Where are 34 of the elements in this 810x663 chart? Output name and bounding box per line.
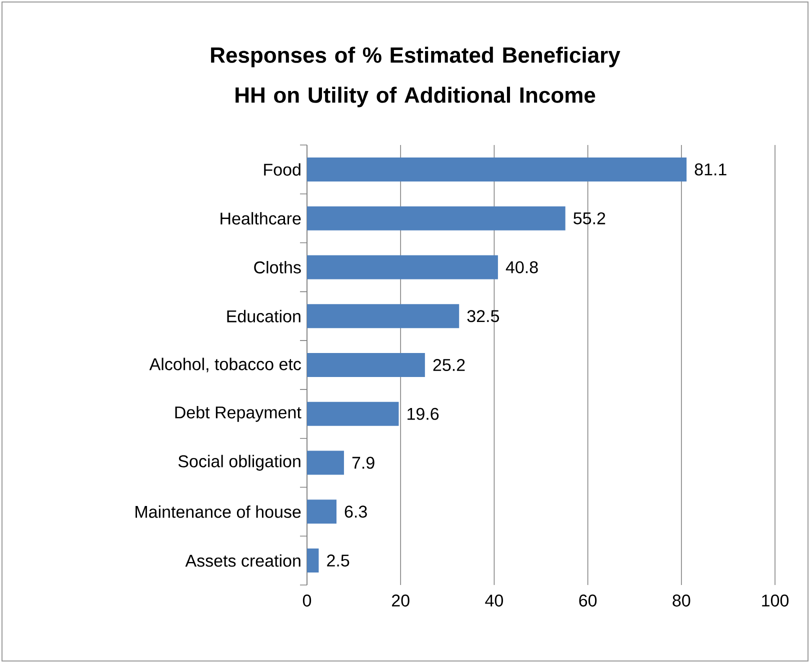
y-tick-label: Maintenance of house <box>136 505 301 518</box>
data-label: 81.1 <box>694 163 726 176</box>
y-tick-label: Assets creation <box>185 554 300 567</box>
chart-title: Responses of % Estimated Beneficiary HH on Utility of Additional Income <box>211 46 620 108</box>
y-tick-label: Food <box>264 163 300 176</box>
y-tick-label: Education <box>227 310 300 322</box>
bar <box>307 304 460 328</box>
data-label: 32.5 <box>467 310 500 322</box>
bar <box>307 206 566 230</box>
bar <box>307 402 399 426</box>
data-label: 25.2 <box>433 358 465 372</box>
data-label: 19.6 <box>408 408 439 420</box>
data-label: 55.2 <box>574 212 606 224</box>
bar <box>307 548 319 573</box>
x-tick-label: 60 <box>579 594 597 607</box>
x-tick-label: 0 <box>302 594 312 607</box>
y-tick-label: Debt Repayment <box>175 406 302 422</box>
bar <box>307 500 336 524</box>
x-tick-label: 80 <box>672 594 690 607</box>
bar <box>307 353 425 378</box>
bar <box>307 450 344 475</box>
x-tick-label: 20 <box>392 594 410 607</box>
data-label: 7.9 <box>352 456 374 469</box>
bar <box>307 157 687 182</box>
x-tick-label: 40 <box>485 594 503 607</box>
x-tick-label: 100 <box>762 594 789 607</box>
y-tick-label: Healthcare <box>220 212 301 225</box>
y-tick-label: Social obligation <box>178 454 300 471</box>
data-label: 2.5 <box>327 554 350 567</box>
y-tick-label: Alcohol, tobacco etc <box>149 358 301 372</box>
y-tick-label: Cloths <box>254 260 301 274</box>
bar <box>307 255 498 280</box>
data-label: 6.3 <box>344 506 367 518</box>
data-label: 40.8 <box>506 261 538 274</box>
